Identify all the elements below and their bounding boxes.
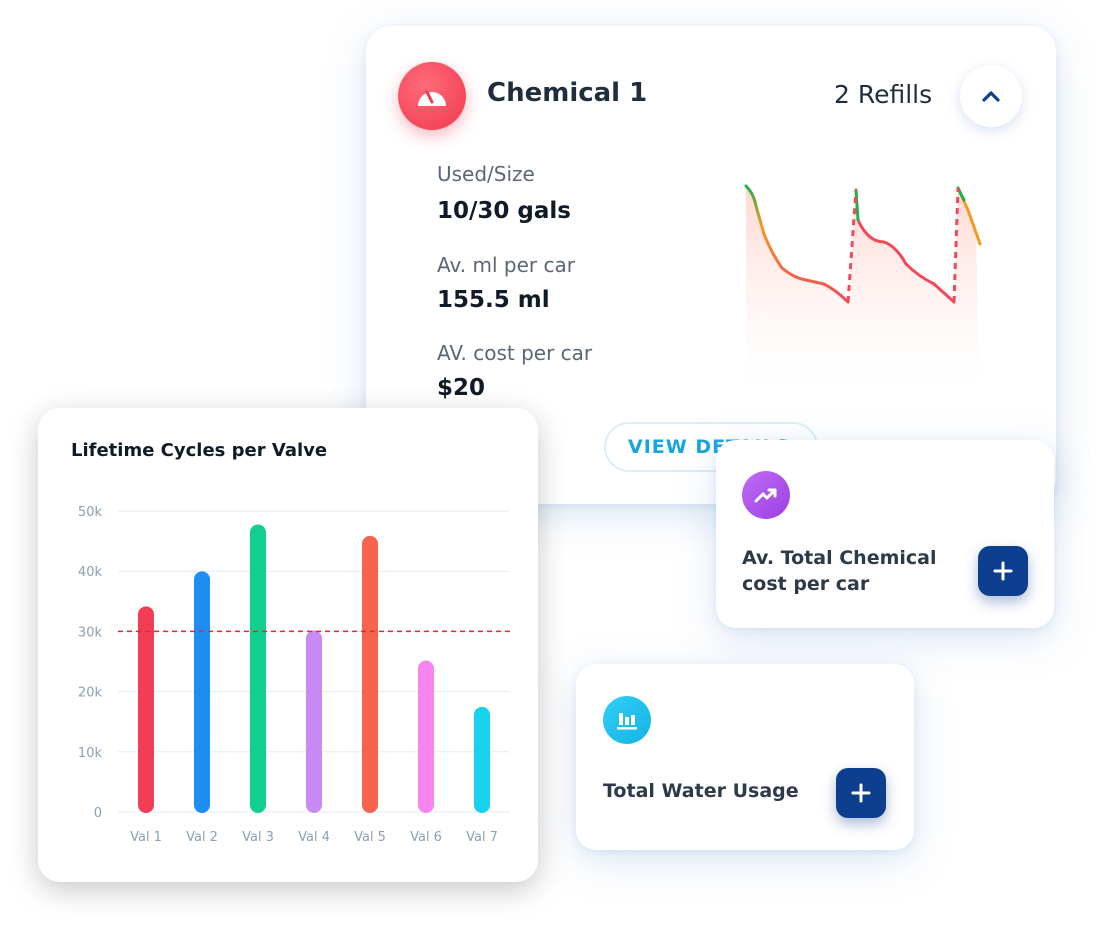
y-tick-label: 30k bbox=[78, 625, 103, 640]
cost-per-car-value: $20 bbox=[437, 375, 486, 401]
trending-up-icon bbox=[742, 471, 790, 519]
usage-sparkline bbox=[744, 184, 982, 386]
x-tick-label: Val 6 bbox=[410, 830, 442, 845]
y-tick-label: 40k bbox=[78, 565, 103, 580]
chevron-up-icon bbox=[982, 91, 1000, 102]
x-tick-label: Val 5 bbox=[354, 830, 386, 845]
bar-chart-icon bbox=[603, 696, 651, 744]
lifetime-cycles-chart: 0 10k 20k 30k 40k 50k Val 1 Val 2 Val 3 Val 4 Val … bbox=[78, 505, 510, 845]
ml-per-car-value: 155.5 ml bbox=[437, 287, 550, 313]
av-total-chemical-label: Av. Total Chemical cost per car bbox=[742, 547, 937, 595]
x-tick-label: Val 2 bbox=[186, 830, 218, 845]
refills-count: 2 Refills bbox=[834, 80, 933, 109]
x-tick-label: Val 1 bbox=[130, 830, 162, 845]
x-tick-label: Val 4 bbox=[298, 830, 330, 845]
chart-title: Lifetime Cycles per Valve bbox=[71, 440, 328, 461]
plus-icon bbox=[993, 561, 1013, 581]
collapse-button[interactable] bbox=[960, 65, 1022, 127]
used-size-label: Used/Size bbox=[437, 162, 535, 186]
used-size-value: 10/30 gals bbox=[437, 198, 571, 224]
y-tick-label: 0 bbox=[94, 806, 102, 821]
plus-icon bbox=[851, 783, 871, 803]
y-tick-label: 20k bbox=[78, 686, 103, 701]
cost-per-car-label: AV. cost per car bbox=[437, 341, 593, 365]
ml-per-car-label: Av. ml per car bbox=[437, 253, 575, 277]
gauge-icon bbox=[398, 62, 466, 130]
water-usage-card: Total Water Usage bbox=[576, 664, 914, 850]
av-total-chemical-card: Av. Total Chemical cost per car bbox=[716, 440, 1054, 628]
y-tick-label: 10k bbox=[78, 746, 103, 761]
add-av-chemical-button[interactable] bbox=[978, 546, 1028, 596]
x-tick-label: Val 3 bbox=[242, 830, 274, 845]
lifetime-cycles-chart-card: Lifetime Cycles per Valve 0 10k 20k 30k 40k 5… bbox=[38, 408, 538, 882]
water-usage-label: Total Water Usage bbox=[603, 780, 799, 802]
add-water-usage-button[interactable] bbox=[836, 768, 886, 818]
chemical-title: Chemical 1 bbox=[487, 78, 648, 108]
x-tick-label: Val 7 bbox=[466, 830, 498, 845]
y-tick-label: 50k bbox=[78, 505, 103, 520]
